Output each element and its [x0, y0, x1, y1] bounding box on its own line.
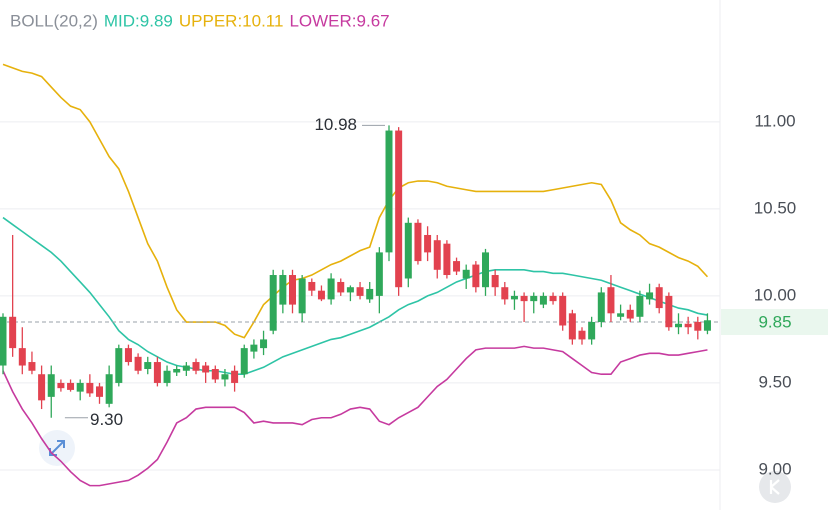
k-button[interactable]: [759, 471, 791, 503]
candle-body: [472, 264, 480, 288]
candle-body: [684, 323, 692, 328]
y-tick-label: 11.00: [754, 111, 795, 130]
candle-body: [57, 382, 65, 389]
candle-body: [356, 287, 364, 296]
candle-body: [298, 278, 306, 314]
candle-body: [279, 275, 287, 305]
legend-entry: MID:9.89: [104, 11, 173, 30]
candle-body: [9, 316, 17, 349]
legend-entry: LOWER:9.67: [289, 11, 389, 30]
candle-body: [38, 374, 46, 401]
last-price-label: 9.85: [758, 312, 791, 331]
candle-body: [0, 316, 7, 366]
candle-body: [482, 252, 489, 288]
candle-body: [231, 370, 239, 383]
candle-body: [308, 281, 316, 291]
candle-body: [260, 339, 268, 349]
candle-body: [173, 369, 181, 373]
candle-body: [317, 290, 325, 300]
price-axis-panel: [720, 0, 828, 510]
band-line: [2, 216, 708, 376]
candle-body: [18, 348, 26, 366]
y-tick-label: 9.50: [758, 372, 791, 391]
candle-body: [491, 275, 499, 288]
candle-body: [617, 313, 625, 317]
candle-body: [250, 344, 258, 352]
candle-body: [28, 362, 36, 371]
candle-body: [646, 292, 654, 300]
candle-body: [539, 295, 547, 305]
candle-body: [76, 382, 84, 392]
candle-body: [395, 130, 403, 288]
candle-body: [530, 295, 538, 302]
candle-body: [211, 369, 219, 380]
candle-body: [385, 130, 393, 253]
expand-button[interactable]: [39, 430, 75, 466]
candle-body: [559, 295, 567, 326]
candle-body: [655, 287, 663, 309]
candle-body: [337, 281, 345, 293]
candle-body: [269, 275, 277, 331]
candle-body: [626, 309, 634, 319]
band-line: [2, 63, 709, 339]
candle-body: [115, 348, 123, 383]
candle-body: [568, 313, 576, 340]
y-tick-label: 10.50: [754, 198, 797, 217]
band-line: [2, 345, 708, 487]
last-price-tag: [721, 309, 828, 336]
candle-body: [327, 278, 335, 300]
candle-body: [520, 295, 528, 302]
candle-body: [578, 330, 586, 340]
candle-body: [346, 287, 354, 293]
candle-body: [414, 222, 422, 262]
candle-body: [96, 386, 103, 397]
candle-body: [221, 374, 229, 380]
y-tick-label: 9.00: [758, 459, 791, 478]
candle-body: [501, 287, 509, 300]
y-tick-label: 10.00: [754, 285, 797, 304]
candle-body: [105, 374, 113, 404]
candle-body: [424, 234, 432, 253]
candle-body: [703, 320, 711, 331]
high-label: 10.98: [314, 115, 357, 134]
candle-body: [47, 374, 55, 397]
candle-body: [86, 382, 94, 394]
candle-body: [694, 322, 702, 331]
low-label: 9.30: [90, 410, 123, 429]
candle-body: [443, 243, 451, 276]
candle-body: [665, 295, 673, 328]
candle-body: [675, 323, 682, 328]
candle-body: [134, 356, 142, 371]
candle-body: [289, 275, 296, 305]
candle-body: [124, 348, 132, 363]
candle-body: [153, 362, 161, 383]
candle-body: [549, 295, 557, 302]
candle-body: [375, 252, 383, 296]
candle-body: [588, 322, 596, 340]
candle-body: [607, 287, 615, 314]
candle-body: [182, 365, 190, 371]
legend: BOLL(20,2) MID:9.89 UPPER:10.11 LOWER:9.67: [10, 11, 390, 30]
candle-body: [366, 288, 374, 300]
candle-body: [510, 295, 518, 300]
candle-body: [144, 362, 152, 370]
candle-body: [240, 348, 248, 375]
legend-entry: UPPER:10.11: [179, 11, 284, 30]
indicator-title: BOLL(20,2): [10, 11, 98, 30]
candle-body: [453, 261, 461, 272]
candle-body: [404, 222, 412, 279]
candle-body: [597, 292, 605, 323]
candle-body: [433, 240, 441, 270]
candle-body: [67, 382, 75, 390]
candle-body: [163, 370, 171, 383]
candle-body: [462, 269, 470, 279]
candle-body: [202, 365, 210, 373]
candle-body: [636, 295, 644, 317]
candle-body: [192, 362, 200, 371]
